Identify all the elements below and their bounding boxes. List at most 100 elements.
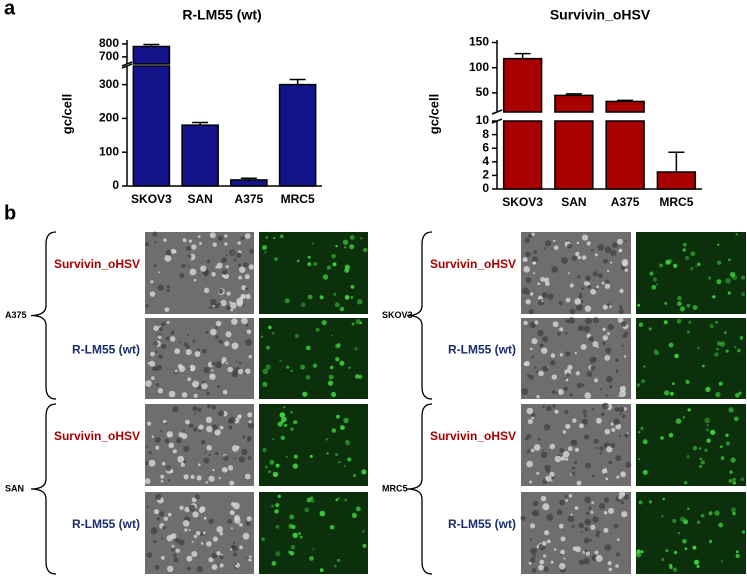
cell xyxy=(579,293,582,296)
cell xyxy=(651,284,657,290)
cell xyxy=(179,273,185,278)
cell xyxy=(594,253,598,257)
cell xyxy=(530,557,536,563)
cell xyxy=(688,320,692,324)
cell xyxy=(231,371,238,378)
cell xyxy=(553,245,559,251)
cell xyxy=(602,335,608,341)
cell xyxy=(225,254,228,257)
image-background xyxy=(636,404,746,486)
cell xyxy=(185,349,192,356)
cell xyxy=(249,555,252,558)
cell xyxy=(571,255,577,262)
cell xyxy=(543,554,547,558)
cell xyxy=(593,438,599,444)
cell xyxy=(182,238,187,243)
cell xyxy=(164,307,170,312)
virus-label: R-LM55 (wt) xyxy=(72,343,140,357)
cell xyxy=(664,390,670,396)
cell-line-label: SKOV3 xyxy=(382,310,413,320)
cell xyxy=(188,504,196,512)
cell xyxy=(719,445,723,448)
image-background xyxy=(259,318,368,399)
cell xyxy=(245,293,251,300)
cell xyxy=(183,342,188,347)
cell xyxy=(603,527,609,533)
y-tick-label: 100 xyxy=(99,144,119,158)
cell xyxy=(168,479,171,482)
cell xyxy=(622,333,628,339)
cell xyxy=(741,530,746,534)
cell xyxy=(725,278,731,284)
cell xyxy=(615,455,622,462)
cell xyxy=(576,382,583,389)
cell xyxy=(339,306,345,312)
cell xyxy=(226,291,231,296)
axis-break xyxy=(491,109,503,115)
x-tick-label: SKOV3 xyxy=(502,195,543,209)
cell xyxy=(619,412,622,415)
cell xyxy=(182,429,185,432)
cell xyxy=(312,363,318,368)
cell xyxy=(578,423,584,429)
y-tick-label: 2 xyxy=(482,168,489,182)
cell xyxy=(559,447,565,453)
cell xyxy=(697,262,701,266)
cell xyxy=(615,358,619,363)
cell xyxy=(533,444,541,451)
cell xyxy=(196,531,201,536)
cell xyxy=(206,445,212,451)
cell xyxy=(269,459,275,465)
cell xyxy=(592,357,597,362)
cell xyxy=(230,527,233,530)
cell xyxy=(198,242,202,245)
cell xyxy=(223,273,229,279)
cell xyxy=(529,347,533,351)
cell xyxy=(530,547,537,555)
cell xyxy=(211,552,218,559)
cell xyxy=(281,416,287,422)
cell xyxy=(225,468,228,472)
cell xyxy=(222,455,229,461)
cell xyxy=(237,414,242,420)
cell xyxy=(165,336,170,341)
cell xyxy=(599,388,602,391)
cell xyxy=(734,346,737,349)
cell xyxy=(707,276,712,280)
cell xyxy=(708,539,713,544)
cell xyxy=(732,274,737,280)
cell xyxy=(715,320,718,324)
cell xyxy=(694,559,699,565)
cell xyxy=(161,556,165,560)
bar xyxy=(605,100,645,113)
cell xyxy=(538,564,544,571)
cell xyxy=(211,564,218,570)
cell xyxy=(668,342,674,348)
cell xyxy=(198,429,202,433)
cell xyxy=(525,277,532,283)
cell xyxy=(218,339,223,344)
cell xyxy=(622,261,628,267)
cell xyxy=(585,551,590,556)
cell xyxy=(145,242,150,247)
cell xyxy=(206,541,212,547)
cell xyxy=(648,500,652,504)
cell xyxy=(659,263,663,268)
cell xyxy=(541,292,548,299)
cell xyxy=(352,473,357,478)
cell xyxy=(362,530,365,533)
cell xyxy=(616,475,620,479)
cell xyxy=(574,447,579,452)
cell xyxy=(170,248,176,254)
cell xyxy=(241,317,248,325)
cell xyxy=(739,336,744,340)
cell xyxy=(214,451,219,456)
cell xyxy=(586,371,593,377)
cell xyxy=(618,395,621,398)
cell xyxy=(580,299,584,303)
cell xyxy=(725,441,730,446)
cell xyxy=(289,514,295,520)
cell xyxy=(151,435,154,438)
cell xyxy=(271,504,274,508)
cell xyxy=(619,390,626,398)
